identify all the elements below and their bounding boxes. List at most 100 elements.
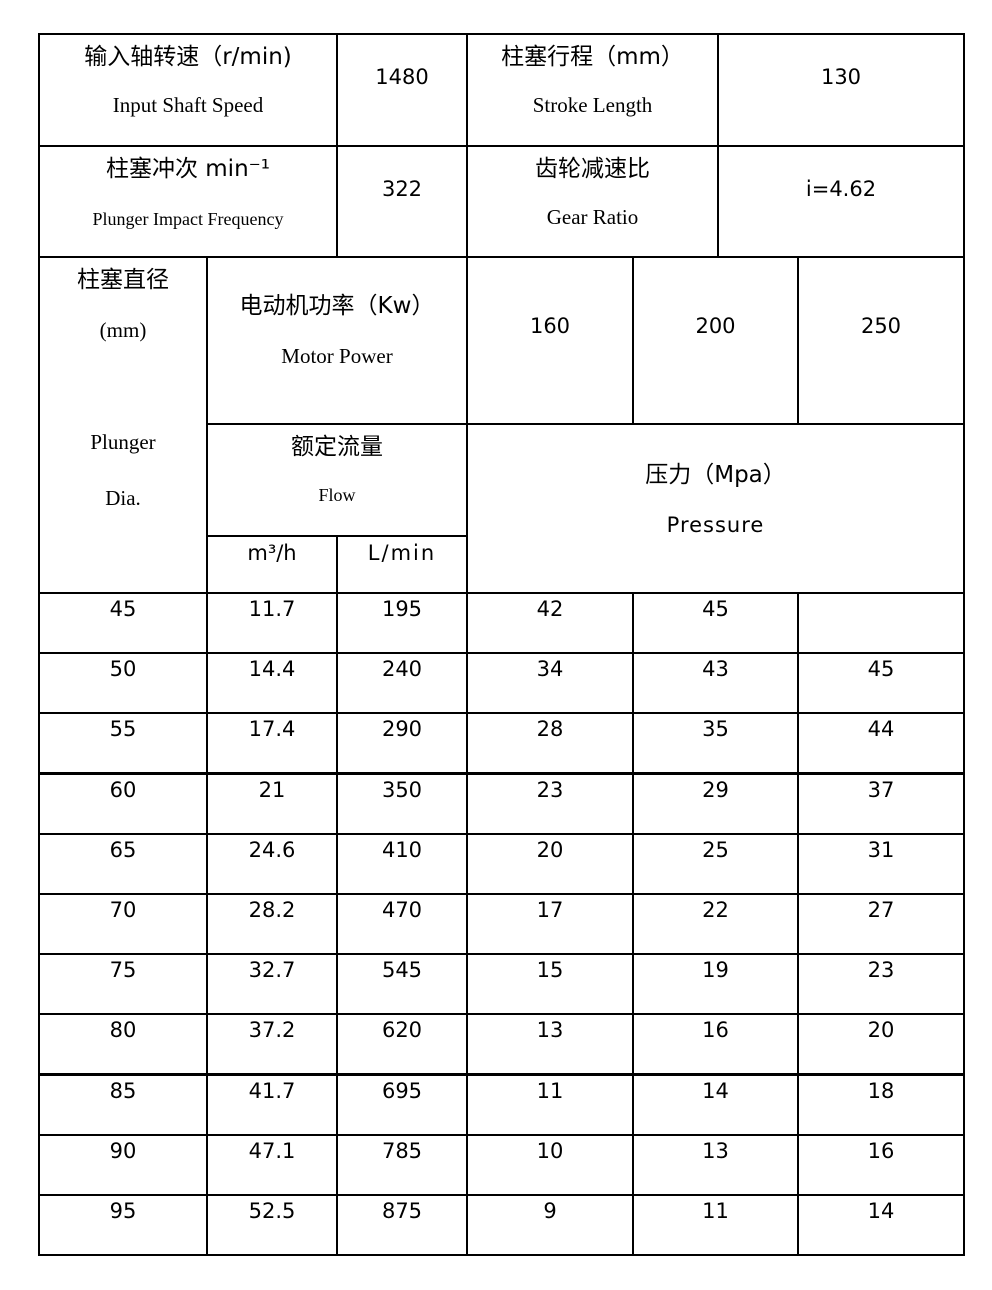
cell-value: 785 bbox=[381, 1138, 423, 1163]
table-cell: 14.4 bbox=[206, 652, 338, 715]
cell-value: 52.5 bbox=[248, 1199, 296, 1223]
table-cell: 17.4 bbox=[206, 712, 338, 775]
flow-unit: m³/h bbox=[247, 541, 297, 565]
table-cell: 25 bbox=[632, 832, 799, 895]
table-cell: 23 bbox=[797, 953, 965, 1016]
motor-en: Motor Power bbox=[281, 344, 393, 368]
frequency-cn: 柱塞冲次 min⁻¹ bbox=[105, 156, 271, 182]
frequency-label: 柱塞冲次 min⁻¹ Plunger Impact Frequency bbox=[38, 145, 338, 258]
plunger-cn: 柱塞直径 bbox=[77, 267, 169, 293]
table-cell: 44 bbox=[797, 712, 965, 775]
input-speed-cn: 输入轴转速（r/min) bbox=[84, 44, 292, 70]
table-cell: 410 bbox=[336, 832, 468, 895]
cell-value: 31 bbox=[867, 837, 895, 862]
cell-value: 24.6 bbox=[248, 837, 296, 862]
table-cell: 32.7 bbox=[206, 953, 338, 1016]
table-cell: 52.5 bbox=[206, 1194, 338, 1256]
flow-en: Flow bbox=[318, 485, 356, 505]
table-cell: 42 bbox=[466, 592, 634, 654]
table-cell: 18 bbox=[797, 1073, 965, 1136]
motor-header: 电动机功率（Kw） Motor Power bbox=[206, 256, 468, 425]
cell-value: 28 bbox=[536, 717, 564, 742]
input-speed-label: 输入轴转速（r/min) Input Shaft Speed bbox=[38, 33, 338, 147]
stroke-value: 130 bbox=[820, 65, 862, 89]
cell-value: 14 bbox=[702, 1078, 729, 1103]
table-cell: 41.7 bbox=[206, 1073, 338, 1136]
table-cell: 620 bbox=[336, 1013, 468, 1076]
flow-unit-m3h: m³/h bbox=[206, 535, 338, 594]
cell-value: 65 bbox=[109, 837, 137, 862]
table-cell: 60 bbox=[38, 772, 208, 835]
cell-value: 290 bbox=[381, 717, 423, 742]
table-cell: 240 bbox=[336, 652, 468, 715]
table-cell bbox=[797, 592, 965, 654]
cell-value: 21 bbox=[258, 777, 286, 802]
cell-value: 43 bbox=[702, 657, 729, 682]
cell-value: 11 bbox=[536, 1078, 564, 1103]
table-cell: 85 bbox=[38, 1073, 208, 1136]
cell-value: 17 bbox=[536, 898, 564, 922]
table-cell: 95 bbox=[38, 1194, 208, 1256]
table-cell: 55 bbox=[38, 712, 208, 775]
table-cell: 10 bbox=[466, 1133, 634, 1196]
table-cell: 350 bbox=[336, 772, 468, 835]
frequency-en: Plunger Impact Frequency bbox=[92, 209, 284, 229]
frequency-value: 322 bbox=[381, 177, 423, 201]
stroke-en: Stroke Length bbox=[532, 93, 653, 117]
gear-label: 齿轮减速比 Gear Ratio bbox=[466, 145, 719, 258]
power-250: 250 bbox=[797, 256, 965, 425]
flow-header: 额定流量 Flow bbox=[206, 423, 468, 537]
table-cell: 545 bbox=[336, 953, 468, 1016]
table-cell: 195 bbox=[336, 592, 468, 654]
table-cell: 35 bbox=[632, 712, 799, 775]
cell-value: 45 bbox=[702, 597, 729, 621]
table-cell: 37.2 bbox=[206, 1013, 338, 1076]
cell-value: 16 bbox=[702, 1018, 729, 1043]
cell-value: 37 bbox=[867, 777, 895, 802]
table-cell: 11 bbox=[632, 1194, 799, 1256]
cell-value: 37.2 bbox=[248, 1018, 296, 1043]
table-cell: 16 bbox=[632, 1013, 799, 1076]
cell-value: 35 bbox=[702, 717, 729, 742]
table-cell: 24.6 bbox=[206, 832, 338, 895]
cell-value: 34 bbox=[536, 657, 564, 682]
cell-value: 17.4 bbox=[248, 717, 296, 742]
pressure-header: 压力（Mpa） Pressure bbox=[466, 423, 965, 594]
table-cell: 90 bbox=[38, 1133, 208, 1196]
cell-value: 545 bbox=[381, 958, 423, 983]
power-value: 250 bbox=[860, 314, 902, 338]
input-speed-value: 1480 bbox=[375, 65, 429, 89]
cell-value: 410 bbox=[381, 837, 423, 862]
table-cell: 80 bbox=[38, 1013, 208, 1076]
cell-value: 9 bbox=[543, 1199, 557, 1223]
cell-value: 15 bbox=[536, 958, 564, 983]
table-cell: 23 bbox=[466, 772, 634, 835]
cell-value: 80 bbox=[109, 1018, 137, 1043]
table-cell: 13 bbox=[466, 1013, 634, 1076]
table-cell: 470 bbox=[336, 893, 468, 955]
cell-value: 95 bbox=[109, 1199, 137, 1223]
stroke-value-cell: 130 bbox=[717, 33, 965, 147]
cell-value: 16 bbox=[867, 1138, 895, 1163]
cell-value: 45 bbox=[109, 597, 137, 621]
cell-value: 695 bbox=[381, 1078, 423, 1103]
cell-value: 50 bbox=[109, 657, 137, 682]
power-value: 160 bbox=[529, 314, 571, 338]
table-cell: 21 bbox=[206, 772, 338, 835]
stroke-cn: 柱塞行程（mm） bbox=[501, 44, 684, 70]
table-cell: 14 bbox=[797, 1194, 965, 1256]
cell-value: 22 bbox=[702, 898, 729, 922]
table-cell: 75 bbox=[38, 953, 208, 1016]
cell-value: 470 bbox=[381, 898, 423, 922]
frequency-value-cell: 322 bbox=[336, 145, 468, 258]
cell-value: 240 bbox=[381, 657, 423, 682]
power-160: 160 bbox=[466, 256, 634, 425]
power-200: 200 bbox=[632, 256, 799, 425]
cell-value: 23 bbox=[867, 958, 895, 983]
cell-value: 41.7 bbox=[248, 1078, 296, 1103]
table-cell: 290 bbox=[336, 712, 468, 775]
cell-value: 20 bbox=[536, 837, 564, 862]
plunger-header: 柱塞直径 (mm) Plunger Dia. bbox=[38, 256, 208, 594]
cell-value: 90 bbox=[109, 1138, 137, 1163]
table-cell: 45 bbox=[632, 592, 799, 654]
